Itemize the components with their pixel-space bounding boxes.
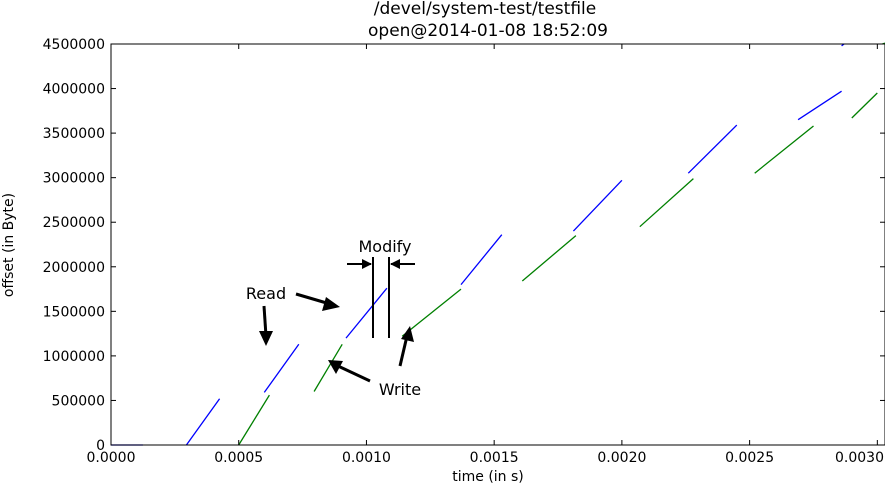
chart-subtitle: open@2014-01-08 18:52:09 — [368, 21, 608, 41]
x-tick-label: 0.0015 — [470, 450, 519, 466]
series-0-segment-2 — [263, 343, 300, 393]
series-1-segment-6 — [851, 92, 878, 119]
y-tick-label: 3000000 — [43, 171, 105, 187]
series-1-segment-5 — [754, 125, 814, 174]
read-arrowhead-right — [322, 297, 340, 311]
axis-ticks: 0.0000 0.0005 0.0010 0.0015 0.0020 0.0025 0.00… — [43, 37, 885, 466]
series-0-segment-7 — [797, 90, 842, 121]
write-arrowhead-up — [401, 326, 414, 342]
y-tick-label: 500000 — [52, 393, 105, 409]
x-tick-label: 0.0005 — [214, 450, 263, 466]
y-tick-label: 0 — [96, 438, 105, 454]
x-tick-label: 0.0000 — [87, 450, 136, 466]
y-tick-label: 4000000 — [43, 82, 105, 98]
y-tick-label: 3500000 — [43, 126, 105, 142]
y-tick-label: 2500000 — [43, 215, 105, 231]
series-0-segment-3 — [345, 287, 388, 339]
series-1-segment-1 — [313, 343, 343, 392]
write-arrow-up — [398, 335, 409, 367]
plot-area — [111, 42, 885, 446]
series-1-segment-4 — [639, 178, 694, 228]
series-1-segment-3 — [521, 235, 577, 282]
series-1-segment-2 — [401, 288, 462, 337]
modify-arrowhead-right — [390, 259, 400, 269]
plot-frame — [110, 43, 885, 446]
write-label: Write — [379, 380, 421, 399]
series-1-segment-0 — [238, 394, 270, 446]
series-0-segment-4 — [460, 234, 503, 286]
read-arrow-right — [295, 292, 331, 306]
y-tick-label: 2000000 — [43, 260, 105, 276]
read-label: Read — [246, 284, 286, 303]
y-tick-label: 1000000 — [43, 349, 105, 365]
x-tick-label: 0.0010 — [342, 450, 391, 466]
series-0-segment-1 — [185, 398, 221, 446]
x-tick-label: 0.0030 — [835, 450, 884, 466]
read-arrowhead-down — [259, 331, 273, 346]
y-axis-label: offset (in Byte) — [1, 193, 17, 297]
write-arrowhead-left — [328, 360, 343, 374]
x-tick-label: 0.0020 — [597, 450, 646, 466]
y-tick-label: 4500000 — [43, 37, 105, 53]
modify-arrowhead-left — [362, 259, 372, 269]
x-axis-label: time (in s) — [452, 469, 524, 483]
chart-title: /devel/system-test/testfile — [374, 0, 596, 19]
x-tick-label: 0.0025 — [725, 450, 774, 466]
series-0-segment-5 — [572, 179, 623, 232]
modify-label: Modify — [358, 237, 411, 256]
annotations: Modify Read Write — [246, 237, 421, 399]
series-0-segment-6 — [687, 124, 738, 174]
write-arrow-left — [337, 364, 371, 383]
y-tick-label: 1500000 — [43, 304, 105, 320]
